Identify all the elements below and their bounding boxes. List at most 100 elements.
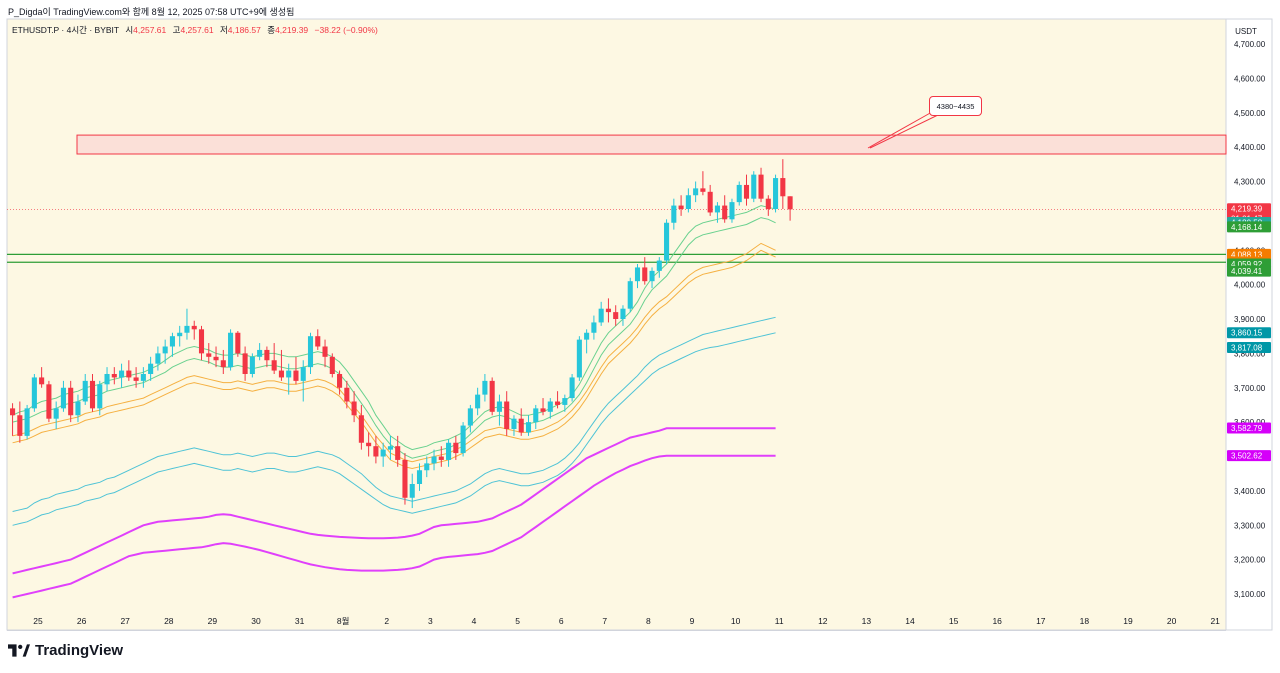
candle-body[interactable] — [126, 370, 132, 378]
candle-body[interactable] — [53, 408, 59, 419]
candle-body[interactable] — [184, 325, 190, 333]
candle-body[interactable] — [373, 446, 379, 457]
candle-body[interactable] — [249, 356, 255, 374]
candle-body[interactable] — [678, 205, 684, 209]
candle-body[interactable] — [402, 459, 408, 498]
candle-body[interactable] — [344, 387, 350, 402]
candle-body[interactable] — [177, 332, 183, 337]
candle-body[interactable] — [148, 363, 154, 374]
candle-body[interactable] — [104, 374, 110, 385]
candle-body[interactable] — [627, 281, 633, 309]
candle-body[interactable] — [351, 401, 357, 416]
price-tag[interactable] — [1227, 450, 1271, 462]
candle-body[interactable] — [271, 360, 277, 371]
candle-body[interactable] — [387, 446, 393, 450]
candle-body[interactable] — [307, 336, 314, 368]
candle-body[interactable] — [133, 377, 139, 381]
candle-body[interactable] — [547, 401, 553, 412]
candle-body[interactable] — [89, 380, 96, 409]
candle-body[interactable] — [31, 377, 37, 409]
candle-body[interactable] — [10, 408, 16, 416]
band-green-lower[interactable] — [12, 217, 776, 459]
candle-body[interactable] — [111, 374, 117, 378]
band-green-upper[interactable] — [12, 205, 776, 451]
candle-body[interactable] — [773, 178, 779, 209]
price-tag[interactable] — [1227, 342, 1271, 354]
candle-body[interactable] — [620, 308, 626, 319]
candle-body[interactable] — [656, 260, 662, 271]
candle-body[interactable] — [525, 422, 532, 433]
price-axis[interactable] — [1225, 18, 1273, 631]
candle-body[interactable] — [213, 356, 219, 361]
candle-body[interactable] — [286, 370, 292, 378]
candle-body[interactable] — [60, 387, 66, 409]
candle-body[interactable] — [729, 202, 735, 220]
candle-body[interactable] — [46, 384, 52, 419]
candle-body[interactable] — [453, 442, 459, 454]
candle-body[interactable] — [315, 336, 321, 347]
candle-body[interactable] — [322, 346, 328, 357]
candle-body[interactable] — [780, 178, 786, 197]
candle-body[interactable] — [220, 360, 226, 368]
candle-body[interactable] — [707, 191, 713, 213]
candle-body[interactable] — [598, 308, 604, 323]
candle-body[interactable] — [242, 353, 248, 374]
candle-body[interactable] — [562, 398, 568, 405]
candle-body[interactable] — [467, 408, 473, 426]
candle-body[interactable] — [75, 401, 81, 416]
candle-body[interactable] — [664, 222, 670, 261]
candle-body[interactable] — [39, 377, 45, 385]
candle-body[interactable] — [460, 425, 466, 454]
candle-body[interactable] — [533, 408, 539, 423]
candle-body[interactable] — [504, 401, 510, 430]
candle-body[interactable] — [758, 174, 764, 199]
symbol-label[interactable]: ETHUSDT.P · 4시간 · BYBIT — [12, 25, 119, 35]
candle-body[interactable] — [787, 196, 793, 210]
candle-body[interactable] — [329, 356, 335, 374]
candle-body[interactable] — [722, 205, 728, 220]
candle-body[interactable] — [605, 308, 611, 313]
candle-body[interactable] — [700, 188, 706, 192]
candle-body[interactable] — [24, 408, 30, 436]
candle-body[interactable] — [228, 332, 234, 368]
candle-body[interactable] — [613, 312, 619, 319]
candle-body[interactable] — [409, 484, 415, 498]
candle-body[interactable] — [162, 346, 168, 354]
candle-body[interactable] — [569, 377, 575, 399]
candle-body[interactable] — [206, 353, 212, 357]
candle-body[interactable] — [68, 387, 74, 416]
candle-body[interactable] — [395, 446, 401, 460]
candle-body[interactable] — [431, 456, 437, 464]
candle-body[interactable] — [496, 401, 502, 412]
band-magenta-upper[interactable] — [12, 427, 776, 575]
candle-body[interactable] — [155, 353, 161, 364]
candle-body[interactable] — [438, 456, 444, 460]
candle-body[interactable] — [555, 401, 561, 405]
candle-body[interactable] — [446, 442, 452, 460]
candle-body[interactable] — [264, 349, 270, 361]
candle-body[interactable] — [540, 408, 546, 412]
candle-body[interactable] — [424, 463, 430, 471]
candle-body[interactable] — [591, 322, 597, 333]
price-tag[interactable] — [1227, 221, 1271, 233]
candle-body[interactable] — [475, 394, 481, 409]
candle-body[interactable] — [714, 205, 720, 213]
candle-body[interactable] — [416, 470, 423, 484]
candle-body[interactable] — [576, 339, 582, 378]
candle-body[interactable] — [278, 370, 284, 378]
candle-body[interactable] — [119, 370, 125, 378]
candle-body[interactable] — [257, 349, 263, 357]
candle-body[interactable] — [765, 198, 771, 209]
candle-body[interactable] — [191, 325, 197, 330]
resistance-zone[interactable] — [76, 134, 1227, 155]
candle-body[interactable] — [17, 415, 23, 436]
candle-body[interactable] — [736, 184, 742, 203]
candle-body[interactable] — [634, 267, 641, 282]
candle-body[interactable] — [693, 188, 699, 196]
candle-body[interactable] — [82, 380, 88, 402]
band-cyan-upper[interactable] — [12, 316, 776, 512]
candle-body[interactable] — [671, 205, 677, 223]
candle-body[interactable] — [198, 329, 205, 354]
price-tag[interactable] — [1227, 265, 1271, 277]
candle-body[interactable] — [169, 336, 175, 347]
